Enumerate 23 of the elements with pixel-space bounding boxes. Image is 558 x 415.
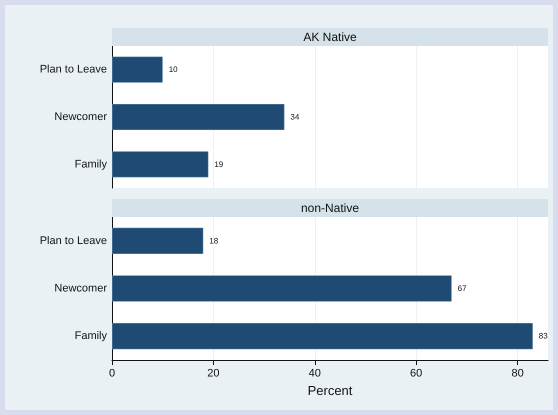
x-tick-label: 0 (108, 368, 116, 380)
data-label: 19 (214, 160, 224, 169)
y-tick-label: Plan to Leave (40, 234, 107, 247)
data-label: 67 (458, 284, 468, 293)
bar (112, 275, 452, 302)
y-tick-label: Family (74, 330, 108, 342)
x-tick-label: 60 (410, 368, 422, 380)
x-tick-label: 20 (207, 368, 220, 380)
data-label: 83 (538, 332, 548, 341)
y-tick-label: Newcomer (54, 111, 108, 123)
x-tick-label: 80 (511, 368, 524, 380)
data-label: 34 (290, 112, 300, 122)
data-label: 10 (168, 65, 178, 74)
x-axis-title: Percent (308, 382, 353, 398)
bar (112, 228, 204, 254)
y-tick-label: Family (74, 158, 108, 170)
chart-title: AK Native (112, 28, 548, 46)
chart-title: non-Native (112, 199, 548, 217)
bar (112, 323, 533, 350)
y-tick-label: Plan to Leave (40, 64, 107, 76)
data-label: 18 (209, 236, 219, 246)
y-tick-label: Newcomer (54, 282, 108, 294)
x-tick-label: 40 (308, 368, 321, 380)
